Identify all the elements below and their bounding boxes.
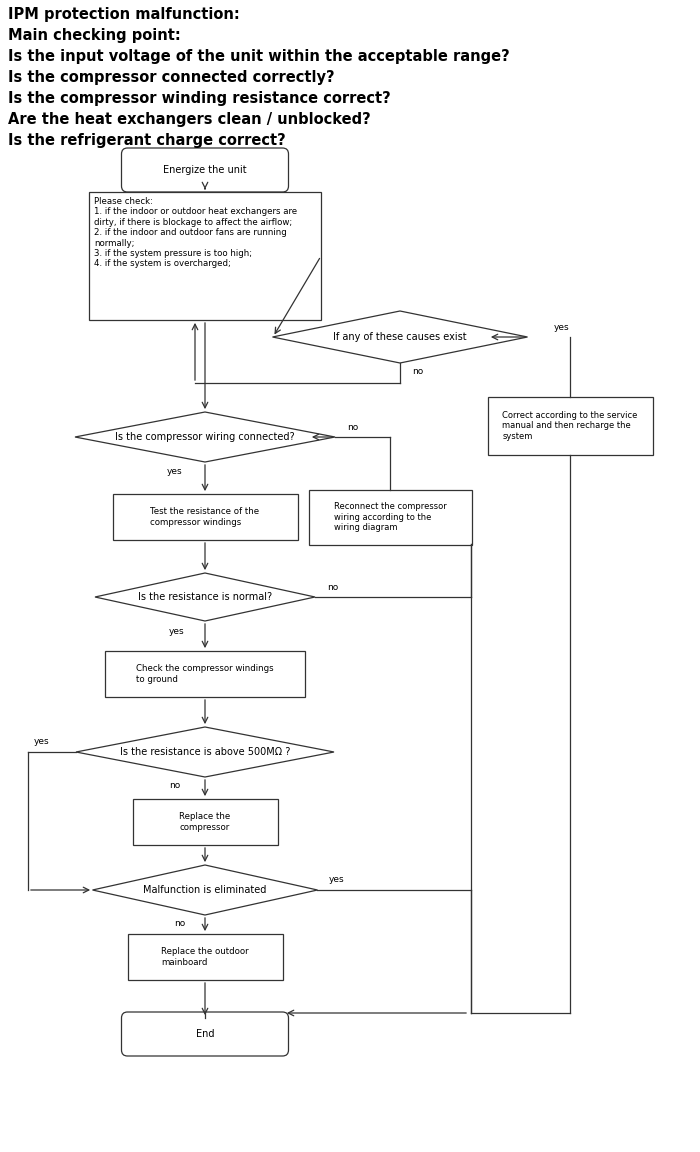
Text: Are the heat exchangers clean / unblocked?: Are the heat exchangers clean / unblocke… [8, 112, 371, 127]
Text: IPM protection malfunction:: IPM protection malfunction: [8, 7, 239, 22]
Text: no: no [328, 583, 339, 591]
FancyBboxPatch shape [487, 397, 652, 455]
Text: Is the compressor winding resistance correct?: Is the compressor winding resistance cor… [8, 91, 391, 106]
Polygon shape [75, 412, 335, 462]
Text: yes: yes [554, 323, 570, 332]
Text: Main checking point:: Main checking point: [8, 28, 181, 43]
Text: Is the input voltage of the unit within the acceptable range?: Is the input voltage of the unit within … [8, 50, 510, 65]
Text: no: no [347, 423, 358, 432]
Polygon shape [76, 727, 334, 776]
Polygon shape [272, 311, 528, 363]
Text: Replace the
compressor: Replace the compressor [179, 812, 230, 832]
Text: Malfunction is eliminated: Malfunction is eliminated [144, 885, 267, 895]
Text: Please check:
1. if the indoor or outdoor heat exchangers are
dirty, if there is: Please check: 1. if the indoor or outdoo… [94, 197, 297, 268]
Text: Is the refrigerant charge correct?: Is the refrigerant charge correct? [8, 132, 286, 147]
FancyBboxPatch shape [122, 1011, 288, 1056]
FancyBboxPatch shape [127, 934, 283, 980]
Text: Reconnect the compressor
wiring according to the
wiring diagram: Reconnect the compressor wiring accordin… [334, 502, 447, 532]
FancyBboxPatch shape [89, 192, 321, 320]
Text: no: no [412, 366, 423, 376]
Text: If any of these causes exist: If any of these causes exist [333, 332, 467, 342]
Polygon shape [95, 573, 315, 621]
Text: Test the resistance of the
compressor windings: Test the resistance of the compressor wi… [150, 507, 260, 526]
Text: Is the compressor wiring connected?: Is the compressor wiring connected? [116, 432, 295, 442]
Text: Check the compressor windings
to ground: Check the compressor windings to ground [136, 665, 274, 683]
Text: Correct according to the service
manual and then recharge the
system: Correct according to the service manual … [503, 411, 638, 441]
Text: Replace the outdoor
mainboard: Replace the outdoor mainboard [161, 947, 248, 967]
Text: no: no [169, 781, 181, 789]
FancyBboxPatch shape [105, 651, 305, 697]
FancyBboxPatch shape [132, 799, 277, 846]
Text: yes: yes [329, 876, 345, 885]
Text: no: no [174, 918, 186, 927]
FancyBboxPatch shape [122, 147, 288, 192]
Text: Is the compressor connected correctly?: Is the compressor connected correctly? [8, 70, 335, 85]
Polygon shape [92, 865, 318, 915]
Text: yes: yes [169, 627, 185, 636]
FancyBboxPatch shape [113, 494, 298, 540]
Text: End: End [196, 1029, 214, 1039]
FancyBboxPatch shape [309, 490, 472, 545]
Text: yes: yes [34, 737, 50, 746]
Text: Is the resistance is normal?: Is the resistance is normal? [138, 592, 272, 602]
Text: yes: yes [167, 468, 183, 477]
Text: Is the resistance is above 500MΩ ?: Is the resistance is above 500MΩ ? [120, 746, 290, 757]
Text: Energize the unit: Energize the unit [163, 165, 247, 175]
